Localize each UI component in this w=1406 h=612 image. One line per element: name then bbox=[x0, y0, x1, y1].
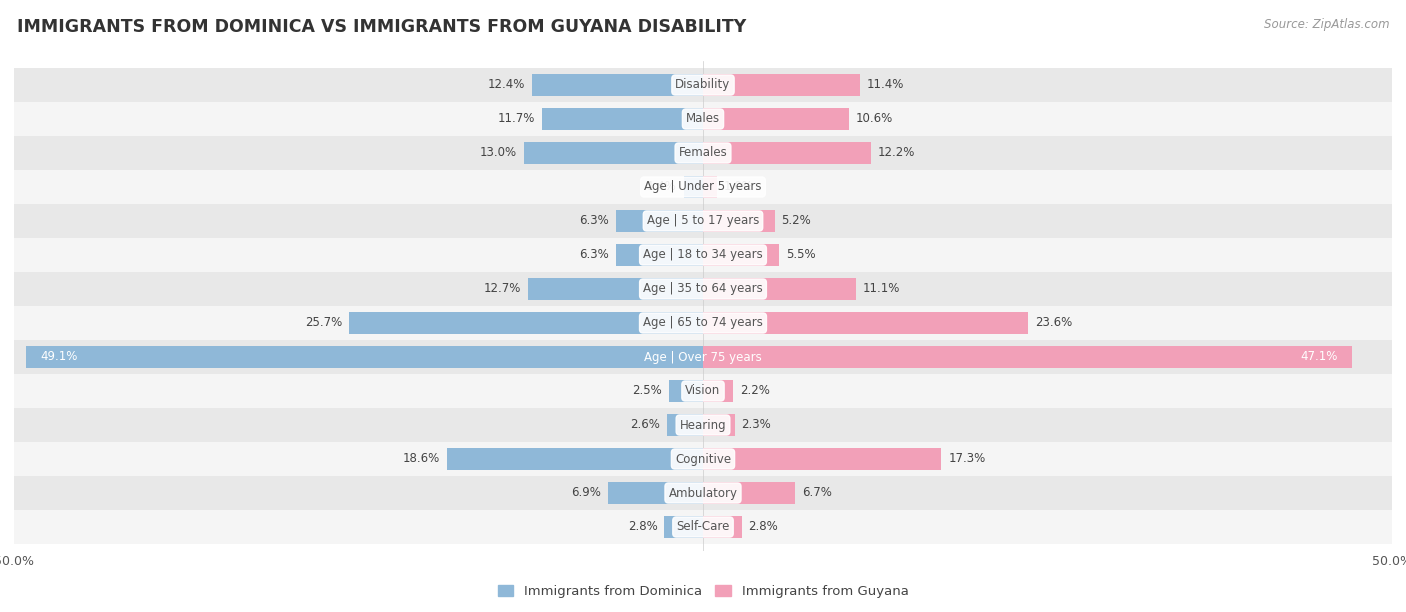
Text: Age | Over 75 years: Age | Over 75 years bbox=[644, 351, 762, 364]
Text: 13.0%: 13.0% bbox=[479, 146, 517, 160]
Bar bbox=[703, 517, 741, 537]
Text: 6.7%: 6.7% bbox=[803, 487, 832, 499]
Bar bbox=[703, 346, 1353, 368]
Bar bbox=[703, 75, 860, 95]
Text: Disability: Disability bbox=[675, 78, 731, 92]
Bar bbox=[703, 381, 734, 401]
Bar bbox=[703, 244, 779, 266]
Bar bbox=[703, 278, 856, 299]
Text: 11.1%: 11.1% bbox=[863, 283, 900, 296]
Text: 2.2%: 2.2% bbox=[740, 384, 770, 398]
Text: Males: Males bbox=[686, 113, 720, 125]
Text: Age | 35 to 64 years: Age | 35 to 64 years bbox=[643, 283, 763, 296]
Text: 17.3%: 17.3% bbox=[948, 452, 986, 466]
Text: Females: Females bbox=[679, 146, 727, 160]
Text: 6.3%: 6.3% bbox=[579, 248, 609, 261]
Text: 11.7%: 11.7% bbox=[498, 113, 534, 125]
Bar bbox=[607, 482, 703, 504]
Text: Age | Under 5 years: Age | Under 5 years bbox=[644, 181, 762, 193]
Text: 6.9%: 6.9% bbox=[571, 487, 600, 499]
Bar bbox=[703, 176, 717, 198]
Text: 2.8%: 2.8% bbox=[628, 520, 658, 534]
Bar bbox=[14, 340, 1392, 374]
Text: 18.6%: 18.6% bbox=[402, 452, 440, 466]
Text: 25.7%: 25.7% bbox=[305, 316, 342, 329]
Bar bbox=[14, 408, 1392, 442]
Text: 2.3%: 2.3% bbox=[741, 419, 772, 431]
Bar bbox=[14, 306, 1392, 340]
Text: Age | 5 to 17 years: Age | 5 to 17 years bbox=[647, 214, 759, 228]
Bar bbox=[665, 517, 703, 537]
Bar bbox=[703, 449, 942, 469]
Text: Ambulatory: Ambulatory bbox=[668, 487, 738, 499]
Bar bbox=[14, 170, 1392, 204]
Text: 5.2%: 5.2% bbox=[782, 214, 811, 228]
Text: 12.2%: 12.2% bbox=[877, 146, 915, 160]
Text: 47.1%: 47.1% bbox=[1301, 351, 1339, 364]
Bar bbox=[14, 68, 1392, 102]
Bar bbox=[14, 102, 1392, 136]
Text: 49.1%: 49.1% bbox=[41, 351, 77, 364]
Bar bbox=[14, 510, 1392, 544]
Bar bbox=[14, 238, 1392, 272]
Text: 11.4%: 11.4% bbox=[868, 78, 904, 92]
Text: Vision: Vision bbox=[685, 384, 721, 398]
Text: 2.8%: 2.8% bbox=[748, 520, 778, 534]
Bar bbox=[14, 374, 1392, 408]
Bar bbox=[14, 442, 1392, 476]
Text: 1.0%: 1.0% bbox=[724, 181, 754, 193]
Bar bbox=[349, 313, 703, 334]
Bar bbox=[669, 381, 703, 401]
Text: Age | 18 to 34 years: Age | 18 to 34 years bbox=[643, 248, 763, 261]
Text: Source: ZipAtlas.com: Source: ZipAtlas.com bbox=[1264, 18, 1389, 31]
Text: Hearing: Hearing bbox=[679, 419, 727, 431]
Bar bbox=[531, 75, 703, 95]
Text: 2.5%: 2.5% bbox=[631, 384, 662, 398]
Text: 6.3%: 6.3% bbox=[579, 214, 609, 228]
Bar bbox=[616, 244, 703, 266]
Text: IMMIGRANTS FROM DOMINICA VS IMMIGRANTS FROM GUYANA DISABILITY: IMMIGRANTS FROM DOMINICA VS IMMIGRANTS F… bbox=[17, 18, 747, 36]
Text: 2.6%: 2.6% bbox=[630, 419, 661, 431]
Bar bbox=[683, 176, 703, 198]
Bar bbox=[703, 313, 1028, 334]
Text: 23.6%: 23.6% bbox=[1035, 316, 1073, 329]
Text: Age | 65 to 74 years: Age | 65 to 74 years bbox=[643, 316, 763, 329]
Bar bbox=[703, 143, 872, 163]
Bar bbox=[703, 414, 735, 436]
Bar bbox=[703, 482, 796, 504]
Text: 1.4%: 1.4% bbox=[647, 181, 676, 193]
Bar bbox=[529, 278, 703, 299]
Bar bbox=[447, 449, 703, 469]
Bar bbox=[27, 346, 703, 368]
Bar bbox=[616, 211, 703, 231]
Text: 5.5%: 5.5% bbox=[786, 248, 815, 261]
Text: 12.4%: 12.4% bbox=[488, 78, 526, 92]
Bar bbox=[14, 476, 1392, 510]
Bar bbox=[14, 136, 1392, 170]
Text: Self-Care: Self-Care bbox=[676, 520, 730, 534]
Bar bbox=[14, 272, 1392, 306]
Text: Cognitive: Cognitive bbox=[675, 452, 731, 466]
Bar bbox=[541, 108, 703, 130]
Bar bbox=[703, 211, 775, 231]
Bar bbox=[14, 204, 1392, 238]
Bar bbox=[668, 414, 703, 436]
Text: 10.6%: 10.6% bbox=[856, 113, 893, 125]
Legend: Immigrants from Dominica, Immigrants from Guyana: Immigrants from Dominica, Immigrants fro… bbox=[492, 580, 914, 603]
Text: 12.7%: 12.7% bbox=[484, 283, 522, 296]
Bar bbox=[524, 143, 703, 163]
Bar bbox=[703, 108, 849, 130]
